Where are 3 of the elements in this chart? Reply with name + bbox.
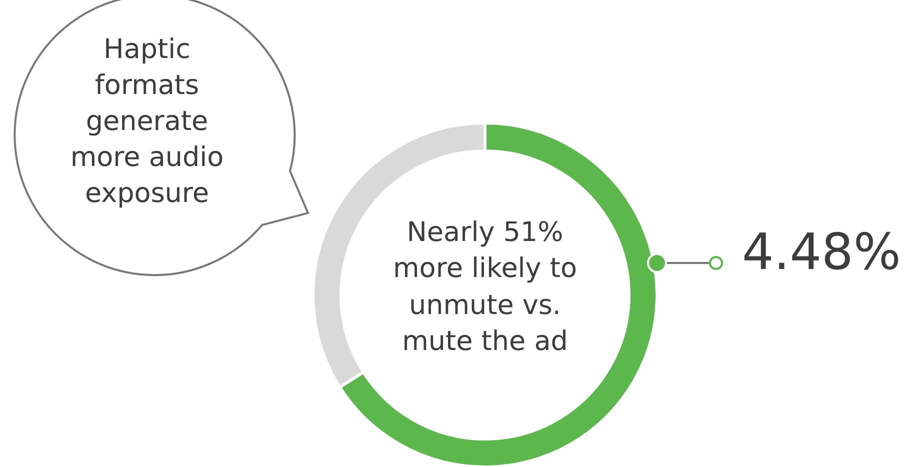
text: Nearly 51% more likely to unmute vs. mute the ad xyxy=(392,216,578,360)
text: Haptic formats generate more audio exposure xyxy=(69,33,225,211)
text: 4.48% xyxy=(742,222,902,282)
